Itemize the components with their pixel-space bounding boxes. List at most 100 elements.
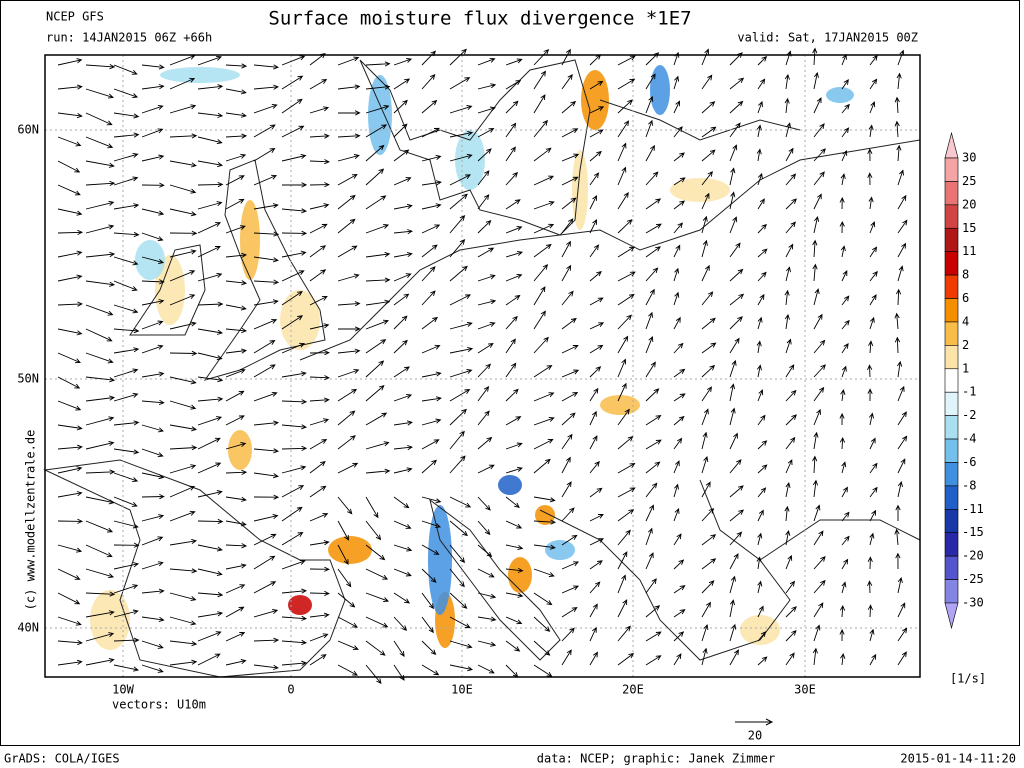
wind-arrow	[505, 466, 523, 474]
colorbar-swatch	[944, 345, 959, 370]
wind-arrow	[281, 445, 308, 452]
wind-arrow	[169, 445, 198, 451]
wind-arrow	[673, 507, 680, 522]
wind-arrow	[897, 651, 907, 666]
wind-arrow	[309, 418, 330, 426]
wind-arrow	[477, 148, 492, 162]
footer-left: GrADS: COLA/IGES	[4, 752, 120, 766]
wind-arrow	[253, 555, 276, 570]
wind-arrow	[85, 224, 115, 234]
wind-arrow	[141, 232, 164, 242]
wind-arrow	[169, 400, 197, 410]
wind-arrow	[701, 456, 709, 474]
wind-arrow	[589, 603, 598, 618]
shading-blob	[670, 178, 730, 202]
wind-arrow	[337, 410, 356, 426]
wind-arrow	[57, 250, 83, 258]
wind-arrow	[617, 487, 636, 498]
wind-arrow	[645, 439, 662, 450]
colorbar-label: 2	[962, 338, 969, 352]
wind-arrow	[869, 509, 877, 522]
wind-arrow	[673, 244, 681, 258]
wind-arrow	[57, 352, 81, 364]
wind-arrow	[253, 339, 276, 354]
wind-arrow	[729, 407, 736, 426]
wind-arrow	[281, 424, 308, 430]
wind-arrow	[393, 393, 413, 402]
wind-arrow	[589, 460, 600, 474]
wind-arrow	[785, 529, 791, 546]
wind-arrow	[477, 57, 496, 66]
wind-arrow	[645, 267, 659, 282]
wind-arrow	[589, 487, 603, 498]
wind-arrow	[561, 433, 573, 450]
wind-arrow	[867, 580, 873, 594]
wind-arrow	[897, 194, 907, 210]
colorbar-label: -4	[962, 432, 976, 446]
wind-arrow	[841, 103, 850, 114]
wind-arrow	[281, 371, 307, 378]
wind-arrow	[757, 293, 765, 306]
wind-arrow	[645, 335, 654, 354]
wind-arrow	[281, 315, 304, 330]
wind-arrow	[141, 448, 164, 458]
wind-arrow	[169, 659, 198, 666]
wind-arrow	[113, 280, 138, 291]
wind-arrow	[281, 208, 308, 214]
wind-arrow	[673, 483, 679, 498]
wind-arrow	[729, 599, 736, 618]
wind-arrow	[253, 299, 279, 306]
wind-arrow	[169, 294, 196, 306]
wind-arrow	[757, 316, 763, 330]
wind-arrow	[701, 580, 715, 594]
wind-arrow	[505, 567, 524, 573]
colorbar-label: -30	[962, 596, 984, 610]
colorbar-label: -2	[962, 408, 976, 422]
wind-arrow	[867, 388, 873, 402]
wind-arrow	[757, 605, 764, 618]
wind-arrow	[841, 365, 847, 378]
lat-label: 40N	[17, 621, 39, 635]
wind-arrow	[533, 439, 554, 450]
wind-arrow	[533, 223, 555, 234]
wind-arrow	[533, 616, 551, 632]
wind-arrow	[729, 459, 742, 474]
wind-arrow	[421, 74, 436, 90]
wind-arrow	[421, 344, 441, 354]
colorbar-label: 15	[962, 221, 976, 235]
wind-arrow	[617, 219, 633, 234]
wind-arrow	[449, 568, 465, 588]
wind-arrow	[785, 147, 794, 162]
wind-arrow	[253, 514, 279, 522]
wind-arrow	[197, 462, 222, 474]
wind-arrow	[337, 245, 358, 258]
wind-arrow	[645, 388, 660, 402]
wind-arrow	[309, 350, 330, 356]
wind-arrow	[729, 337, 740, 354]
wind-arrow	[589, 80, 604, 90]
wind-arrow	[645, 415, 662, 426]
wind-arrow	[673, 437, 683, 450]
wind-arrow	[729, 144, 738, 162]
wind-arrow	[841, 79, 849, 90]
wind-arrow	[785, 221, 796, 234]
wind-arrow	[393, 149, 410, 162]
wind-arrow	[253, 533, 277, 546]
wind-arrow	[505, 171, 519, 186]
wind-arrow	[421, 640, 437, 656]
wind-arrow	[337, 368, 360, 378]
wind-arrow	[113, 520, 139, 529]
wind-arrow	[589, 270, 602, 282]
wind-arrow	[784, 289, 790, 306]
wind-arrow	[533, 336, 549, 354]
wind-arrow	[113, 420, 140, 426]
wind-arrow	[812, 47, 818, 66]
wind-arrow	[729, 268, 744, 282]
wind-arrow	[449, 215, 466, 234]
wind-arrow	[894, 312, 900, 330]
wind-arrow	[813, 123, 825, 138]
wind-arrow	[309, 590, 330, 597]
colorbar-label: 20	[962, 197, 976, 211]
wind-arrow	[785, 338, 792, 354]
wind-arrow	[309, 438, 328, 450]
